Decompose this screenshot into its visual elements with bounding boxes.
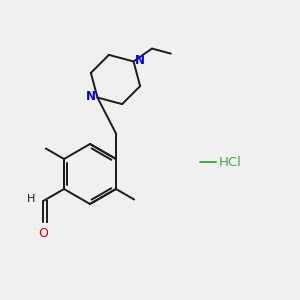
Text: N: N <box>86 90 96 104</box>
Text: O: O <box>38 227 48 240</box>
Text: HCl: HCl <box>219 155 242 169</box>
Text: N: N <box>135 54 145 68</box>
Text: H: H <box>27 194 36 205</box>
